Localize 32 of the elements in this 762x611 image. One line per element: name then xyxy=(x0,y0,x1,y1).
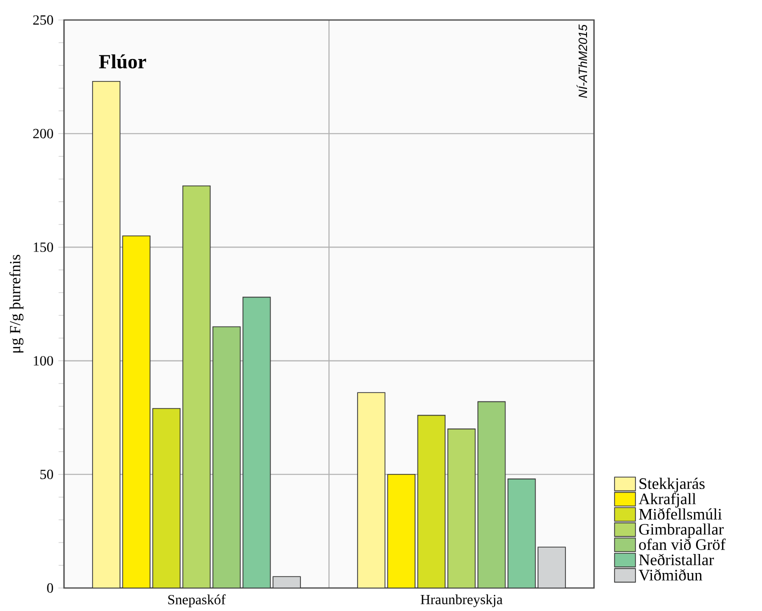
y-tick-label: 150 xyxy=(34,242,54,252)
legend-label: Miðfellsmúli xyxy=(638,508,722,520)
legend-label: Neðristallar xyxy=(638,554,714,566)
x-tick-label: Snepaskóf xyxy=(168,594,226,608)
y-tick-label: 200 xyxy=(33,128,54,138)
bar xyxy=(242,296,271,588)
bar xyxy=(477,401,506,588)
legend-label: Akrafjall xyxy=(638,492,696,508)
legend-label: Gimbrapallar xyxy=(639,523,724,538)
bar xyxy=(182,185,211,588)
legend-label: Stekkjarás xyxy=(640,478,705,492)
bar xyxy=(538,546,566,588)
bar xyxy=(387,474,416,588)
y-tick-label: 0 xyxy=(47,583,54,593)
bar xyxy=(508,478,536,588)
bar xyxy=(92,80,120,588)
text: Flúor xyxy=(99,54,146,68)
bar xyxy=(417,414,446,588)
bar xyxy=(212,326,241,588)
legend-label: Viðmiðun xyxy=(638,569,702,581)
bar xyxy=(357,392,386,588)
y-axis-title: μg F/g þurrefnis xyxy=(9,254,24,352)
y-tick-label: 100 xyxy=(34,356,54,366)
bar xyxy=(447,428,476,588)
legend-label: ofan við Gröf xyxy=(639,538,726,550)
bar xyxy=(152,408,181,588)
x-tick-label: Hraunbreyskja xyxy=(420,594,503,608)
bar xyxy=(272,576,301,588)
y-tick-label: 50 xyxy=(40,470,54,480)
y-tick-label: 250 xyxy=(33,15,54,25)
annotation: NÍ-AThM2015 xyxy=(576,24,588,98)
bar xyxy=(122,235,150,588)
